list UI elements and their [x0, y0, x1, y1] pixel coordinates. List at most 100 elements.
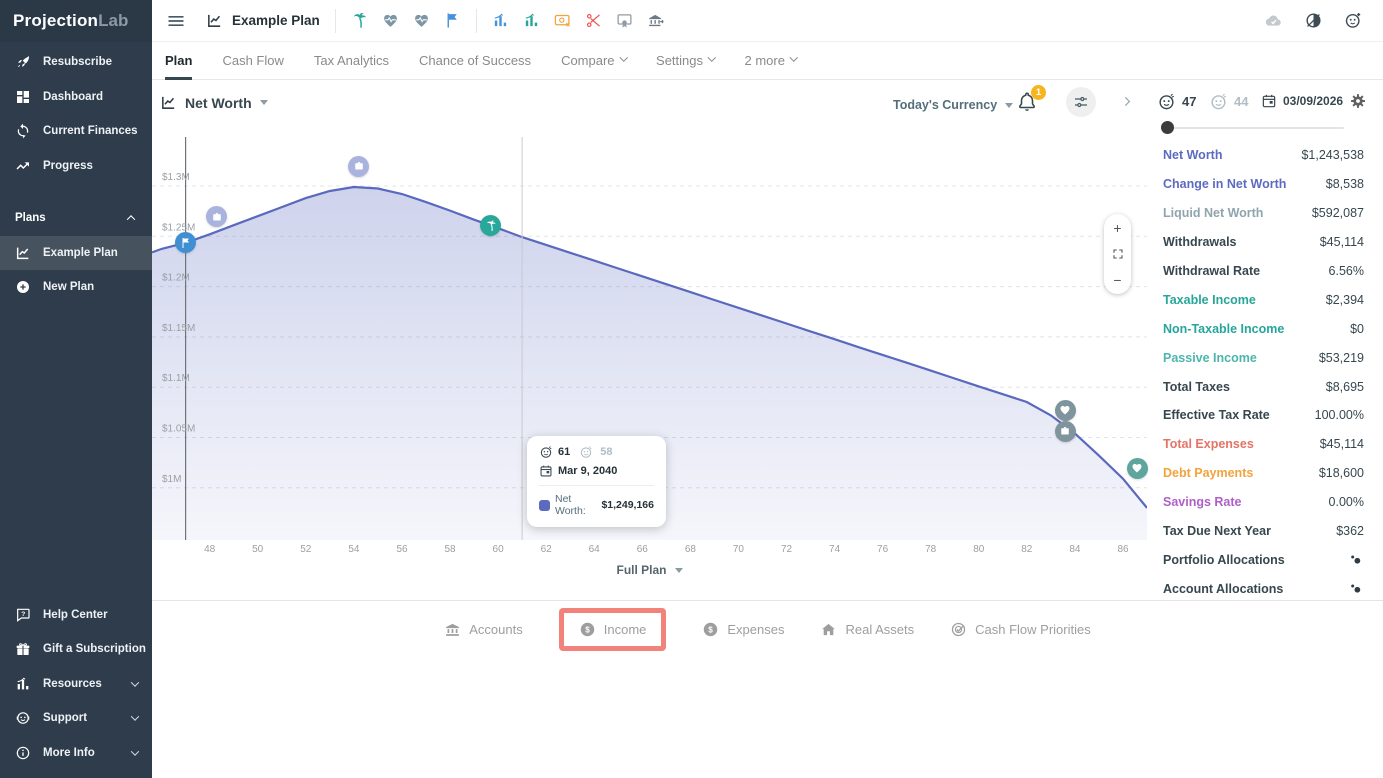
tab-tax-analytics[interactable]: Tax Analytics — [314, 42, 389, 80]
stat-row-passive-income[interactable]: Passive Income $53,219 — [1163, 343, 1364, 372]
zoom-in-button[interactable]: + — [1113, 220, 1122, 236]
card-money-icon[interactable] — [554, 12, 571, 29]
stat-row-account-allocations[interactable]: Account Allocations — [1163, 574, 1364, 603]
header-divider — [475, 8, 477, 33]
age-primary-value: 47 — [1182, 94, 1197, 109]
face-icon — [579, 445, 593, 459]
badge-icon[interactable] — [616, 12, 633, 29]
stat-label: Liquid Net Worth — [1163, 206, 1264, 221]
face-icon — [539, 445, 553, 459]
heart-pulse-icon[interactable] — [413, 12, 430, 29]
expand-panel-button[interactable] — [1121, 95, 1134, 108]
flag-icon — [180, 237, 192, 249]
stat-row-debt-payments[interactable]: Debt Payments $18,600 — [1163, 459, 1364, 488]
sidebar-item-gift-a-subscription[interactable]: Gift a Subscription — [0, 632, 152, 667]
tab-chance-of-success[interactable]: Chance of Success — [419, 42, 531, 80]
sidebar-item-help-center[interactable]: ? Help Center — [0, 598, 152, 633]
sidebar-item-support[interactable]: Support — [0, 701, 152, 736]
stat-row-non-taxable-income[interactable]: Non-Taxable Income $0 — [1163, 314, 1364, 343]
plan-name[interactable]: Example Plan — [232, 13, 320, 28]
scissors-cut-icon[interactable] — [585, 12, 602, 29]
bottom-tab-accounts[interactable]: Accounts — [444, 621, 523, 638]
tab-cash-flow[interactable]: Cash Flow — [222, 42, 283, 80]
stat-value: $18,600 — [1318, 466, 1364, 481]
stat-row-portfolio-allocations[interactable]: Portfolio Allocations — [1163, 545, 1364, 574]
chevron-up-icon — [126, 215, 136, 224]
stat-label: Account Allocations — [1163, 581, 1284, 596]
milestone-marker-flag[interactable] — [175, 232, 197, 254]
stat-row-total-expenses[interactable]: Total Expenses $45,114 — [1163, 430, 1364, 459]
chart-bars-icon[interactable] — [492, 12, 509, 29]
tab-compare[interactable]: Compare — [561, 42, 628, 80]
bottom-tab-expenses[interactable]: $ Expenses — [702, 621, 784, 638]
tab-label: Compare — [561, 53, 615, 68]
bottom-tabbar: Accounts $ Income $ Expenses Real Assets… — [152, 600, 1383, 658]
bottom-tab-cash-flow-priorities[interactable]: Cash Flow Priorities — [950, 621, 1091, 638]
metric-selector[interactable]: Net Worth — [160, 94, 268, 111]
svg-text:$1.1M: $1.1M — [162, 373, 190, 384]
face-icon — [1209, 92, 1228, 111]
sidebar-item-dashboard[interactable]: Dashboard — [0, 80, 152, 115]
dots-bubble-icon[interactable] — [1347, 552, 1364, 567]
stat-row-total-taxes[interactable]: Total Taxes $8,695 — [1163, 372, 1364, 401]
stat-row-savings-rate[interactable]: Savings Rate 0.00% — [1163, 488, 1364, 517]
stat-row-taxable-income[interactable]: Taxable Income $2,394 — [1163, 285, 1364, 314]
stat-row-effective-tax-rate[interactable]: Effective Tax Rate 100.00% — [1163, 401, 1364, 430]
stat-row-net-worth[interactable]: Net Worth $1,243,538 — [1163, 141, 1364, 170]
date-picker[interactable]: 03/09/2026 — [1261, 93, 1343, 109]
milestone-marker-briefcase[interactable] — [1054, 420, 1076, 442]
sidebar-item-resources[interactable]: Resources — [0, 667, 152, 702]
svg-text:$1.2M: $1.2M — [162, 273, 190, 284]
sidebar-item-progress[interactable]: Progress — [0, 149, 152, 184]
chart-settings-button[interactable] — [1066, 87, 1096, 117]
theme-toggle-icon[interactable] — [1304, 11, 1323, 30]
milestone-marker-heart-pulse[interactable] — [1054, 399, 1076, 421]
flag-icon[interactable] — [444, 12, 461, 29]
dots-bubble-icon[interactable] — [1347, 581, 1364, 596]
milestone-marker-briefcase[interactable] — [348, 155, 370, 177]
sidebar-item-example-plan[interactable]: Example Plan — [0, 235, 152, 270]
cloud-check-icon[interactable] — [1264, 11, 1283, 30]
bank-out-icon[interactable] — [647, 12, 664, 29]
account-add-icon[interactable] — [1344, 11, 1363, 30]
svg-text:78: 78 — [925, 544, 937, 555]
chart-bars-icon[interactable] — [523, 12, 540, 29]
fullscreen-icon[interactable] — [1112, 248, 1124, 260]
slider-thumb[interactable] — [1161, 121, 1174, 134]
stats-panel: Net Worth $1,243,538 Change in Net Worth… — [1163, 141, 1364, 603]
bottom-tab-income[interactable]: $ Income — [558, 608, 667, 651]
heart-pulse-icon[interactable] — [382, 12, 399, 29]
app-logo[interactable]: Projection Lab — [0, 0, 152, 42]
stat-row-tax-due-next-year[interactable]: Tax Due Next Year $362 — [1163, 517, 1364, 546]
tab-2-more[interactable]: 2 more — [745, 42, 798, 80]
sidebar-item-more-info[interactable]: More Info — [0, 736, 152, 771]
stat-row-change-in-net-worth[interactable]: Change in Net Worth $8,538 — [1163, 170, 1364, 199]
face-icon — [1157, 92, 1176, 111]
menu-icon[interactable] — [166, 11, 186, 31]
currency-selector[interactable]: Today's Currency — [893, 98, 1014, 112]
svg-text:$1.3M: $1.3M — [162, 172, 190, 183]
milestone-marker-briefcase[interactable] — [206, 206, 228, 228]
palm-tree-icon[interactable] — [351, 12, 368, 29]
milestone-marker-heart-pulse[interactable] — [1126, 457, 1148, 479]
sidebar-nav-plans: Example Plan New Plan — [0, 235, 152, 305]
stat-row-liquid-net-worth[interactable]: Liquid Net Worth $592,087 — [1163, 199, 1364, 228]
age-slider[interactable] — [1161, 121, 1344, 135]
gear-icon[interactable] — [1349, 92, 1367, 110]
range-selector[interactable]: Full Plan — [152, 563, 1147, 577]
notifications-button[interactable]: 1 — [1016, 85, 1046, 113]
stat-row-withdrawal-rate[interactable]: Withdrawal Rate 6.56% — [1163, 257, 1364, 286]
sidebar-item-current-finances[interactable]: Current Finances — [0, 114, 152, 149]
sidebar-plans-header[interactable]: Plans — [0, 201, 152, 236]
milestone-marker-palm-tree[interactable] — [480, 215, 502, 237]
age-primary[interactable]: 47 — [1157, 92, 1196, 111]
stat-row-withdrawals[interactable]: Withdrawals $45,114 — [1163, 228, 1364, 257]
tab-settings[interactable]: Settings — [656, 42, 716, 80]
age-secondary[interactable]: 44 — [1209, 92, 1248, 111]
net-worth-chart[interactable]: $1.3M $1.25M $1.2M $1.15M $1.1M $1.05M $1M 48 50… — [152, 137, 1148, 583]
tab-plan[interactable]: Plan — [165, 42, 193, 80]
sidebar-item-new-plan[interactable]: New Plan — [0, 270, 152, 305]
zoom-out-button[interactable]: − — [1113, 272, 1122, 288]
bottom-tab-real-assets[interactable]: Real Assets — [820, 621, 914, 638]
sidebar-item-resubscribe[interactable]: Resubscribe — [0, 45, 152, 80]
